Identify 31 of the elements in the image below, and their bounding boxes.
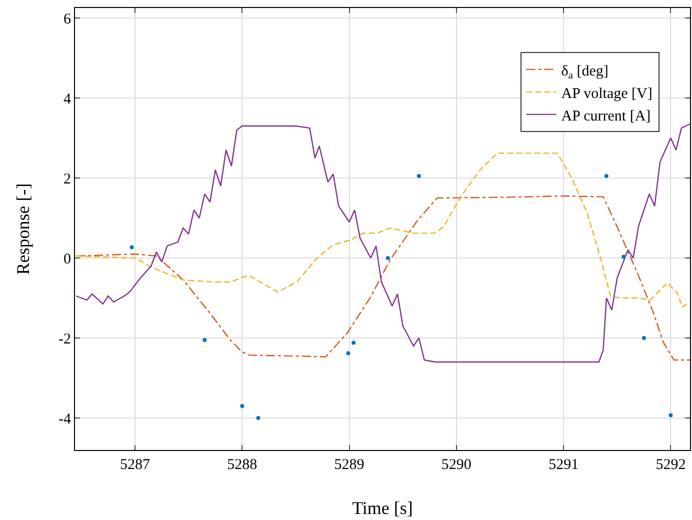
point [642, 336, 646, 340]
y-tick-label: 0 [64, 251, 71, 268]
point [256, 416, 260, 420]
line-series [75, 152, 688, 308]
y-axis-title: Response [-] [13, 183, 33, 275]
y-tick-label: 2 [64, 171, 71, 188]
y-tick-label: -4 [58, 411, 72, 428]
x-axis-title: Time [s] [352, 498, 413, 518]
point [130, 245, 134, 250]
legend-label: AP voltage [V] [561, 86, 652, 102]
y-tick-label: 6 [64, 11, 72, 28]
point [202, 338, 207, 342]
x-tick-label: 5289 [334, 457, 364, 473]
point [604, 174, 608, 178]
x-tick-label: 5292 [656, 457, 686, 473]
point [352, 340, 356, 345]
y-tick-label: -2 [58, 331, 71, 348]
y-tick-label: 4 [64, 91, 72, 108]
legend-label: δ$_{a}$ [deg] [561, 63, 608, 82]
x-tick-label: 5290 [441, 457, 472, 473]
x-tick-label: 5288 [227, 457, 258, 473]
point [622, 254, 626, 259]
legend-label: AP current [A] [561, 108, 651, 124]
point [386, 256, 390, 260]
x-tick-label: 5287 [120, 457, 150, 473]
point [240, 404, 244, 408]
x-tick-label: 5291 [548, 457, 579, 473]
line-series [75, 123, 690, 363]
point [668, 413, 673, 418]
point [416, 174, 421, 178]
point [346, 351, 350, 356]
